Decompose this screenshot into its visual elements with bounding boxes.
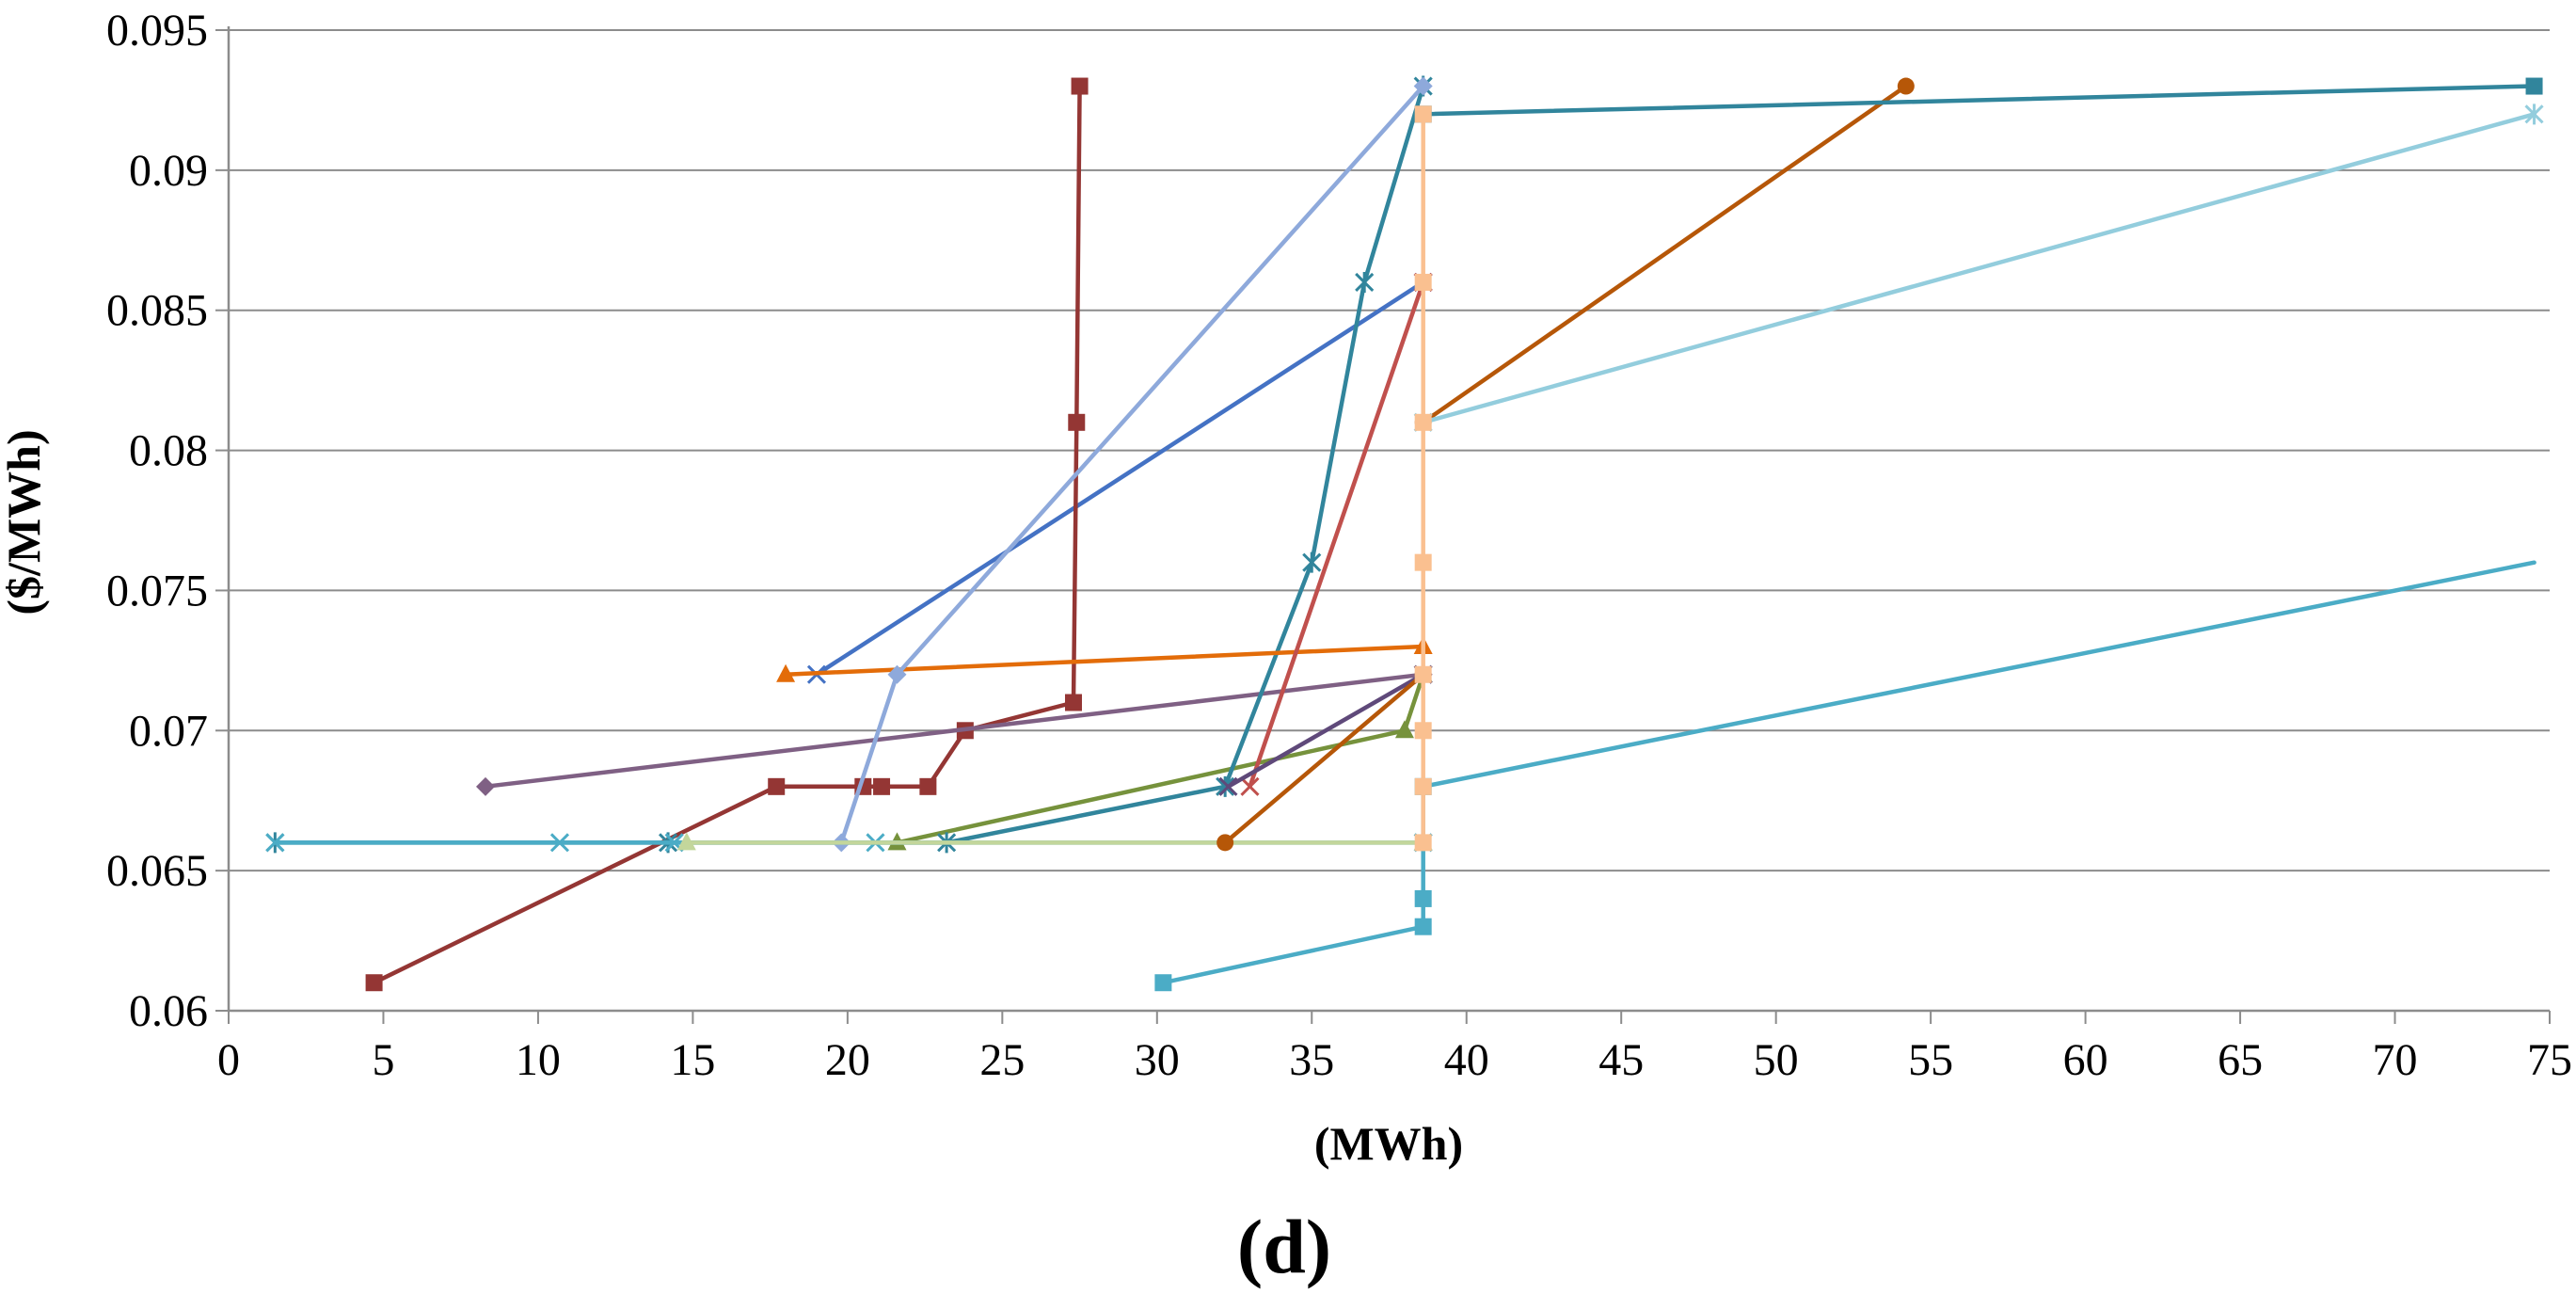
data-point-square xyxy=(1414,918,1432,935)
x-tick-label: 35 xyxy=(1289,1035,1334,1085)
data-point-x xyxy=(549,833,570,853)
data-point-square xyxy=(1414,553,1432,571)
series-13 xyxy=(1414,77,1915,431)
series-line xyxy=(1421,84,1909,425)
x-tick-label: 0 xyxy=(217,1035,240,1085)
x-axis-title: (MWh) xyxy=(1314,1117,1463,1170)
series-line xyxy=(839,84,1425,845)
data-point-square xyxy=(1414,413,1432,431)
data-point-x xyxy=(1218,776,1238,796)
data-point-square xyxy=(1064,694,1082,711)
series-line xyxy=(273,84,1425,845)
gridlines xyxy=(229,29,2550,872)
x-tick-label: 50 xyxy=(1754,1035,1799,1085)
x-tick-label: 25 xyxy=(979,1035,1025,1085)
series-2 xyxy=(365,77,1089,992)
data-point-square xyxy=(1414,834,1432,852)
y-tick-label: 0.085 xyxy=(106,286,208,336)
y-tick-label: 0.095 xyxy=(106,6,208,56)
y-tick-label: 0.08 xyxy=(129,426,208,476)
y-tick-label: 0.065 xyxy=(106,846,208,896)
series-line xyxy=(483,672,1425,790)
series-8 xyxy=(1240,272,1433,796)
data-point-x xyxy=(265,833,285,853)
data-point-triangle xyxy=(1394,720,1414,739)
x-tick-label: 45 xyxy=(1598,1035,1644,1085)
x-tick-label: 60 xyxy=(2063,1035,2108,1085)
data-point-x xyxy=(1240,776,1260,796)
series-17 xyxy=(1154,777,1432,992)
series-line xyxy=(783,644,1425,677)
x-tick-label: 10 xyxy=(516,1035,561,1085)
y-tick-label: 0.07 xyxy=(129,706,208,756)
data-point-square xyxy=(1414,722,1432,740)
data-point-square xyxy=(365,974,383,992)
data-point-triangle xyxy=(676,832,696,851)
data-point-diamond xyxy=(476,776,496,796)
series-line xyxy=(372,84,1082,985)
data-point-square xyxy=(1414,777,1432,795)
series-1 xyxy=(806,272,1433,684)
x-tick-label: 30 xyxy=(1135,1035,1180,1085)
axes xyxy=(215,26,2551,1024)
data-point-square xyxy=(1154,974,1172,992)
series-line xyxy=(1421,560,2536,790)
data-point-square xyxy=(873,777,891,795)
data-point-circle xyxy=(1897,77,1915,95)
y-tick-label: 0.09 xyxy=(129,146,208,196)
data-point-star xyxy=(2524,104,2544,125)
data-point-star xyxy=(1355,271,1375,293)
series-18 xyxy=(1414,105,1432,852)
x-tick-label: 70 xyxy=(2373,1035,2418,1085)
y-tick-label: 0.06 xyxy=(129,986,208,1036)
data-point-square xyxy=(2525,77,2543,95)
x-tick-label: 15 xyxy=(670,1035,715,1085)
x-tick-label: 5 xyxy=(372,1035,394,1085)
data-point-diamond xyxy=(1413,76,1433,96)
x-tick-label: 65 xyxy=(2218,1035,2263,1085)
data-point-star xyxy=(1302,551,1322,573)
data-point-square xyxy=(1414,105,1432,123)
x-tick-label: 20 xyxy=(825,1035,870,1085)
data-point-square xyxy=(768,777,786,795)
series-group xyxy=(265,75,2544,992)
data-point-triangle xyxy=(776,663,796,682)
series-16 xyxy=(1421,560,2536,790)
series-3 xyxy=(887,663,1433,851)
data-point-square xyxy=(1071,77,1089,95)
data-point-diamond xyxy=(887,664,907,684)
series-5 xyxy=(265,75,1433,854)
series-line xyxy=(895,672,1425,845)
series-15 xyxy=(1413,104,2544,433)
y-axis-title: ($/MWh) xyxy=(0,429,50,615)
series-line xyxy=(1421,84,2536,117)
x-tick-label: 55 xyxy=(1908,1035,1953,1085)
figure-caption: (d) xyxy=(1237,1204,1331,1289)
data-point-square xyxy=(1414,889,1432,907)
data-point-square xyxy=(919,777,937,795)
data-point-square xyxy=(1414,273,1432,291)
series-6 xyxy=(776,635,1433,682)
data-point-square xyxy=(1414,665,1432,683)
tick-labels: 0.06 0.065 0.07 0.075 0.08 0.085 0.09 0.095 0 5 10… xyxy=(106,6,2572,1085)
y-tick-label: 0.075 xyxy=(106,566,208,615)
data-point-square xyxy=(1068,413,1086,431)
x-tick-label: 40 xyxy=(1444,1035,1489,1085)
series-line xyxy=(1248,280,1425,790)
series-line xyxy=(1421,112,2536,425)
x-tick-label: 75 xyxy=(2527,1035,2572,1085)
series-line xyxy=(1161,784,1425,985)
series-11 xyxy=(676,832,1433,851)
series-line xyxy=(1226,672,1425,790)
data-point-circle xyxy=(1216,834,1234,852)
data-point-star xyxy=(1216,775,1235,797)
series-14 xyxy=(1414,77,2543,123)
series-line xyxy=(1222,672,1425,845)
series-line xyxy=(814,280,1425,677)
